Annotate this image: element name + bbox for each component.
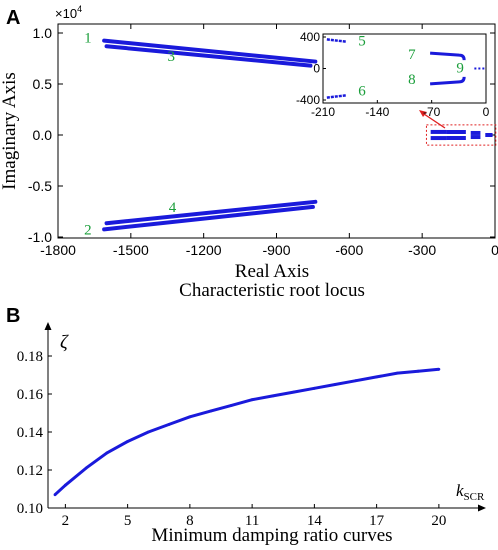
y-tick-label-a: 0.5: [33, 76, 53, 92]
damping-ratio-point: [209, 409, 213, 413]
damping-ratio-point: [126, 440, 130, 443]
inset-y-tick-label: 0: [313, 62, 320, 76]
inset-branch-6: [326, 94, 347, 99]
x-tick-label-a: -1500: [113, 242, 149, 258]
damping-ratio-point: [250, 398, 254, 402]
inset-branch-label-6: 6: [358, 84, 366, 100]
axes-b: [44, 322, 486, 512]
locus-branch-2: [102, 204, 315, 232]
chart-title-a: Characteristic root locus: [179, 280, 365, 301]
y-tick-label-b: 0.12: [17, 463, 43, 479]
inset-frame: [322, 33, 487, 104]
inset-plot: -210 -140 -70 0 400 0 -400 5 6 7 8 9: [296, 30, 490, 119]
x-axis-label-a: Real Axis: [235, 261, 309, 282]
y-tick-label-a: 1.0: [33, 25, 53, 41]
chart-title-b: Minimum damping ratio curves: [151, 525, 392, 546]
panel-a-letter: A: [6, 7, 20, 29]
damping-ratio-point: [84, 466, 88, 470]
x-tick-label-a: -600: [335, 242, 363, 258]
damping-ratio-point: [416, 369, 420, 373]
inset-branch-label-9: 9: [456, 61, 464, 77]
x-axis-arrow-b: [478, 504, 486, 512]
x-axis-label-sub: SCR: [464, 491, 485, 503]
damping-ratio-point: [63, 483, 67, 487]
x-tick-label-b: 20: [431, 513, 446, 529]
y-axis-arrow-b: [44, 322, 52, 330]
y-tick-label-b: 0.18: [17, 349, 43, 365]
x-tick-label-a: -300: [408, 242, 436, 258]
y-tick-label-a: -0.5: [28, 178, 52, 194]
damping-ratio-point: [271, 394, 275, 398]
damping-ratio-point: [229, 404, 233, 407]
inset-branch-5: [326, 38, 347, 43]
damping-ratio-point: [146, 430, 150, 434]
locus-branch-4: [104, 199, 318, 226]
x-axis-label-b: kSCR: [456, 481, 485, 503]
y-axis-label-a: Imaginary Axis: [0, 72, 20, 190]
x-tick-label-b: 2: [62, 513, 70, 529]
axis-ticks-b: 2 5 8 11 14 17 20 0.18 0.16 0.14 0.12 0.10: [17, 349, 447, 529]
inset-y-tick-label: 400: [300, 30, 320, 44]
inset-y-tick-label: -400: [296, 93, 320, 107]
damping-ratio-point: [395, 371, 399, 375]
x-tick-label-b: 8: [186, 513, 194, 529]
inset-x-tick-label: 0: [483, 105, 490, 119]
zoom-box: [425, 124, 497, 146]
zoom-arrowhead: [419, 110, 427, 117]
y-tick-label-b: 0.10: [17, 501, 43, 517]
damping-ratio-point: [53, 493, 57, 497]
x-tick-label-b: 11: [245, 513, 259, 529]
y-tick-label-a: -1.0: [28, 229, 52, 245]
y-tick-label-a: 0.0: [33, 127, 53, 143]
panel-b-letter: B: [6, 305, 20, 327]
inset-x-tick-label: -210: [311, 105, 335, 119]
damping-ratio-point: [437, 367, 441, 371]
damping-ratio-point: [354, 379, 358, 383]
y-axis-label-b: ζ: [60, 332, 69, 353]
x-tick-label-a: -1800: [40, 242, 76, 258]
zoom-arrow: [420, 111, 446, 129]
inset-branch-7: [430, 51, 466, 61]
damping-ratio-point: [312, 386, 316, 390]
damping-ratio-point: [167, 423, 171, 426]
damping-ratio-point: [292, 390, 296, 394]
panel-a: A ×104 -1800 -1500 -1200 -900 -600 -300 0 1.0 0.…: [0, 4, 498, 301]
damping-ratio-point: [188, 415, 192, 419]
x-tick-label-b: 14: [307, 513, 323, 529]
x-tick-label-a: 0: [491, 242, 498, 258]
branch-label-2: 2: [84, 222, 92, 238]
y-multiplier-exponent: 4: [77, 4, 82, 14]
axis-ticks-a: -1800 -1500 -1200 -900 -600 -300 0 1.0 0.5 0.0 -0.…: [28, 24, 498, 258]
inset-branch-label-7: 7: [408, 47, 416, 63]
branch-label-4: 4: [169, 200, 177, 216]
x-tick-label-a: -1200: [186, 242, 222, 258]
branch-label-1: 1: [84, 31, 92, 47]
damping-ratio-curve: [53, 367, 440, 496]
plot-area-b: [53, 367, 441, 497]
damping-ratio-point: [333, 383, 337, 386]
damping-ratio-point: [375, 375, 379, 379]
plot-area-a: 1 3 2 4: [84, 31, 497, 238]
y-multiplier: ×104: [55, 4, 82, 21]
branch-label-3: 3: [168, 49, 176, 65]
locus-branch-3: [104, 44, 313, 68]
y-tick-label-b: 0.14: [17, 425, 44, 441]
panel-b: B 2 5 8 11 14 17 20 0.18 0.16 0.14 0.12 0.10 ζ kSCR…: [6, 305, 486, 546]
inset-x-tick-label: -140: [365, 105, 389, 119]
locus-branch-1: [102, 38, 318, 64]
y-tick-label-b: 0.16: [17, 387, 44, 403]
x-tick-label-b: 17: [369, 513, 385, 529]
x-axis-label-k: k: [456, 481, 464, 500]
x-tick-label-a: -900: [262, 242, 290, 258]
x-tick-label-b: 5: [124, 513, 132, 529]
damping-ratio-point: [105, 451, 109, 455]
inset-branch-label-5: 5: [358, 33, 366, 49]
inset-branch-label-8: 8: [408, 72, 416, 88]
inset-x-tick-label: -70: [423, 105, 441, 119]
inset-branch-8: [430, 76, 466, 86]
